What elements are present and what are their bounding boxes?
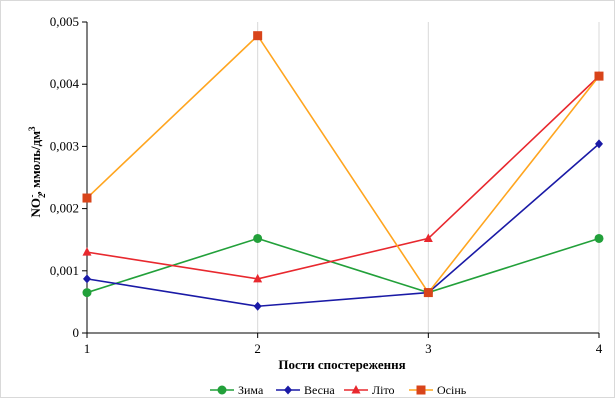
x-tick-label: 2 (254, 341, 261, 356)
data-point-осінь (253, 31, 263, 41)
y-axis-title-sup: - (27, 195, 37, 198)
data-point-осінь (423, 288, 433, 298)
legend-marker-осінь (416, 385, 426, 395)
legend-marker-літо (351, 385, 361, 394)
y-tick-label: 0,001 (50, 263, 79, 278)
legend-marker-зима (217, 385, 227, 395)
x-tick-label: 3 (425, 341, 432, 356)
legend-label-весна: Весна (304, 383, 335, 397)
x-tick-label: 1 (84, 341, 91, 356)
y-tick-label: 0 (73, 325, 80, 340)
data-point-осінь (594, 71, 604, 81)
series-осінь (82, 31, 604, 298)
series-line-осінь (86, 34, 600, 294)
legend-item-весна: Весна (276, 383, 335, 397)
data-point-літо (253, 273, 263, 283)
data-point-зима (253, 233, 263, 243)
series-весна (83, 139, 603, 311)
legend-label-осінь: Осінь (437, 383, 467, 397)
data-point-весна (83, 274, 91, 284)
y-axis-title-sub: 2 (37, 193, 47, 198)
y-axis-title-main: NO (28, 198, 43, 218)
series-group (82, 31, 604, 311)
y-tick-label: 0,004 (50, 76, 80, 91)
legend-item-осінь: Осінь (409, 383, 467, 397)
series-line-літо (86, 75, 600, 280)
y-tick-label: 0,005 (50, 14, 79, 29)
data-point-зима (594, 233, 604, 243)
data-point-літо (423, 233, 433, 242)
legend-label-зима: Зима (238, 383, 264, 397)
x-axis-title: Пости спостереження (278, 357, 405, 372)
y-axis-title-rest: , ммоль/дм (28, 131, 43, 195)
series-line-весна (86, 143, 600, 308)
y-axis-title: NO2-, ммоль/дм3 (27, 126, 47, 218)
data-point-осінь (82, 193, 92, 203)
y-axis-title-unit-sup: 3 (27, 126, 37, 131)
tick-labels: 0 0,001 0,002 0,003 0,004 0,005 1 2 3 4 (50, 14, 603, 356)
legend-item-зима: Зима (210, 383, 264, 397)
y-tick-label: 0,002 (50, 201, 79, 216)
x-tick-label: 4 (596, 341, 603, 356)
legend: Зима Весна Літо Осінь (210, 383, 467, 397)
data-point-зима (82, 288, 92, 298)
legend-marker-весна (284, 385, 292, 395)
data-point-весна (253, 301, 262, 311)
legend-item-літо: Літо (344, 383, 395, 397)
y-tick-label: 0,003 (50, 138, 79, 153)
legend-label-літо: Літо (372, 383, 395, 397)
data-point-весна (595, 139, 603, 149)
data-point-літо (82, 247, 92, 256)
svg-text:NO2-, ммоль/дм3: NO2-, ммоль/дм3 (27, 126, 47, 218)
